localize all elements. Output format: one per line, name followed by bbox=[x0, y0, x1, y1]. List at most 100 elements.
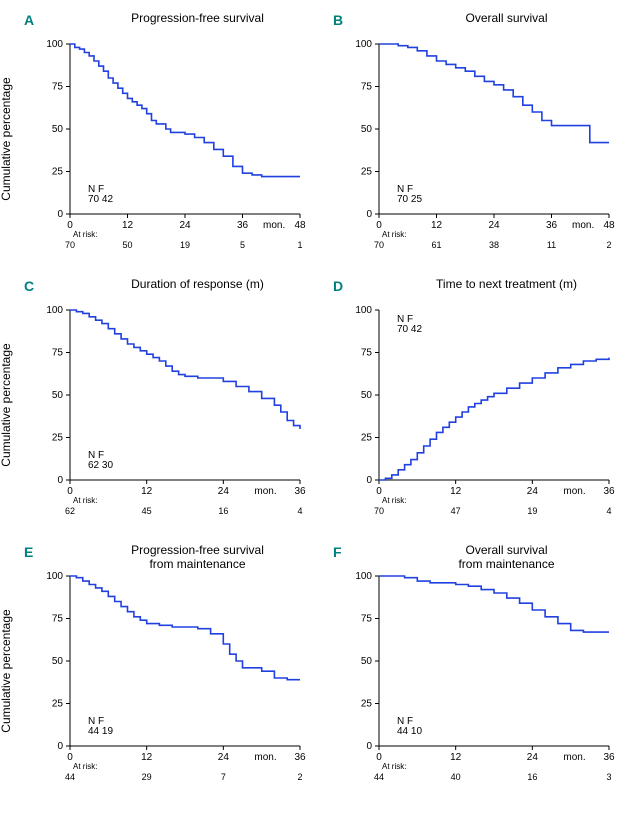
plot-svg: 02550751000122436mon.N F70 42 bbox=[379, 310, 609, 480]
svg-text:48: 48 bbox=[603, 220, 615, 231]
plot-area: 02550751000122436mon.N F70 42 bbox=[379, 310, 609, 480]
y-axis-label: Cumulative percentage bbox=[0, 609, 13, 732]
svg-text:36: 36 bbox=[294, 752, 306, 763]
plot-area: 02550751000122436mon.N F44 19 bbox=[70, 576, 300, 746]
svg-text:24: 24 bbox=[218, 486, 230, 497]
at-risk-label: At risk: bbox=[73, 230, 97, 239]
svg-text:24: 24 bbox=[488, 220, 500, 231]
survival-curve bbox=[379, 358, 609, 480]
at-risk-value: 7 bbox=[221, 772, 226, 782]
at-risk-value: 5 bbox=[240, 240, 245, 250]
at-risk-value: 70 bbox=[65, 240, 75, 250]
svg-text:mon.: mon. bbox=[563, 752, 585, 763]
plot-svg: 02550751000122436mon.N F44 19 bbox=[70, 576, 300, 746]
at-risk-value: 40 bbox=[451, 772, 461, 782]
svg-text:50: 50 bbox=[361, 124, 373, 135]
svg-text:75: 75 bbox=[52, 614, 64, 625]
panel-title: Time to next treatment (m) bbox=[399, 278, 614, 292]
at-risk-value: 1 bbox=[297, 240, 302, 250]
svg-text:100: 100 bbox=[46, 571, 63, 582]
at-risk-value: 44 bbox=[65, 772, 75, 782]
panel-b: BOverall survival0255075100012243648mon.… bbox=[319, 10, 624, 268]
svg-text:mon.: mon. bbox=[563, 486, 585, 497]
panel-f: FOverall survival from maintenance025507… bbox=[319, 542, 624, 800]
panel-letter: A bbox=[24, 12, 34, 28]
at-risk-value: 44 bbox=[374, 772, 384, 782]
plot-svg: 0255075100012243648mon.N F70 42 bbox=[70, 44, 300, 214]
svg-text:25: 25 bbox=[52, 433, 64, 444]
panel-letter: D bbox=[333, 278, 343, 294]
svg-text:50: 50 bbox=[52, 656, 64, 667]
panel-e: E Progression-free survival from maintena… bbox=[10, 542, 315, 800]
at-risk-value: 16 bbox=[527, 772, 537, 782]
svg-text:0: 0 bbox=[57, 209, 63, 220]
at-risk-label: At risk: bbox=[382, 496, 406, 505]
panel-letter: E bbox=[24, 544, 33, 560]
svg-text:0: 0 bbox=[366, 741, 372, 752]
svg-text:0: 0 bbox=[57, 475, 63, 486]
y-axis-label: Cumulative percentage bbox=[0, 343, 13, 466]
svg-text:12: 12 bbox=[450, 486, 462, 497]
svg-text:N F62 30: N F62 30 bbox=[88, 450, 113, 471]
at-risk-value: 3 bbox=[606, 772, 611, 782]
svg-text:12: 12 bbox=[122, 220, 134, 231]
at-risk-value: 62 bbox=[65, 506, 75, 516]
plot-area: 02550751000122436mon.N F44 10 bbox=[379, 576, 609, 746]
y-axis-label: Cumulative percentage bbox=[0, 77, 13, 200]
at-risk-value: 61 bbox=[431, 240, 441, 250]
svg-text:0: 0 bbox=[57, 741, 63, 752]
at-risk-value: 11 bbox=[547, 240, 556, 250]
svg-text:75: 75 bbox=[361, 82, 373, 93]
svg-text:36: 36 bbox=[237, 220, 249, 231]
plot-svg: 0255075100012243648mon.N F70 25 bbox=[379, 44, 609, 214]
at-risk-value: 2 bbox=[297, 772, 302, 782]
at-risk-value: 50 bbox=[122, 240, 132, 250]
svg-text:36: 36 bbox=[603, 486, 615, 497]
survival-curve bbox=[70, 576, 300, 680]
svg-text:25: 25 bbox=[361, 167, 373, 178]
svg-text:100: 100 bbox=[46, 39, 63, 50]
svg-text:75: 75 bbox=[52, 348, 64, 359]
plot-svg: 02550751000122436mon.N F44 10 bbox=[379, 576, 609, 746]
svg-text:100: 100 bbox=[46, 305, 63, 316]
at-risk-value: 70 bbox=[374, 506, 384, 516]
svg-text:25: 25 bbox=[361, 433, 373, 444]
panel-letter: C bbox=[24, 278, 34, 294]
svg-text:36: 36 bbox=[294, 486, 306, 497]
svg-text:100: 100 bbox=[355, 571, 372, 582]
at-risk-value: 4 bbox=[297, 506, 302, 516]
survival-curve bbox=[379, 576, 609, 632]
survival-curve bbox=[70, 44, 300, 177]
at-risk-value: 16 bbox=[218, 506, 228, 516]
svg-text:N F70 25: N F70 25 bbox=[397, 184, 422, 205]
at-risk-label: At risk: bbox=[73, 496, 97, 505]
svg-text:25: 25 bbox=[52, 167, 64, 178]
at-risk-value: 4 bbox=[606, 506, 611, 516]
svg-text:75: 75 bbox=[361, 348, 373, 359]
svg-text:12: 12 bbox=[450, 752, 462, 763]
at-risk-value: 29 bbox=[142, 772, 152, 782]
at-risk-value: 70 bbox=[374, 240, 384, 250]
panel-title: Overall survival bbox=[399, 12, 614, 26]
panel-c: CDuration of response (m)Cumulative perc… bbox=[10, 276, 315, 534]
svg-text:mon.: mon. bbox=[254, 752, 276, 763]
svg-text:0: 0 bbox=[366, 209, 372, 220]
svg-text:25: 25 bbox=[361, 699, 373, 710]
svg-text:36: 36 bbox=[546, 220, 558, 231]
svg-text:36: 36 bbox=[603, 752, 615, 763]
at-risk-value: 47 bbox=[451, 506, 461, 516]
svg-text:48: 48 bbox=[294, 220, 306, 231]
plot-area: 0255075100012243648mon.N F70 25 bbox=[379, 44, 609, 214]
panel-d: D Time to next treatment (m) 0255075100012… bbox=[319, 276, 624, 534]
svg-text:100: 100 bbox=[355, 39, 372, 50]
at-risk-value: 2 bbox=[606, 240, 611, 250]
panel-title: Progression-free survival from maintenan… bbox=[90, 544, 305, 572]
panel-letter: F bbox=[333, 544, 342, 560]
plot-area: 02550751000122436mon.N F62 30 bbox=[70, 310, 300, 480]
svg-text:24: 24 bbox=[527, 752, 539, 763]
svg-text:N F70 42: N F70 42 bbox=[88, 184, 113, 205]
svg-text:N F44 19: N F44 19 bbox=[88, 716, 113, 737]
at-risk-value: 19 bbox=[527, 506, 537, 516]
at-risk-value: 45 bbox=[142, 506, 152, 516]
svg-text:50: 50 bbox=[361, 390, 373, 401]
